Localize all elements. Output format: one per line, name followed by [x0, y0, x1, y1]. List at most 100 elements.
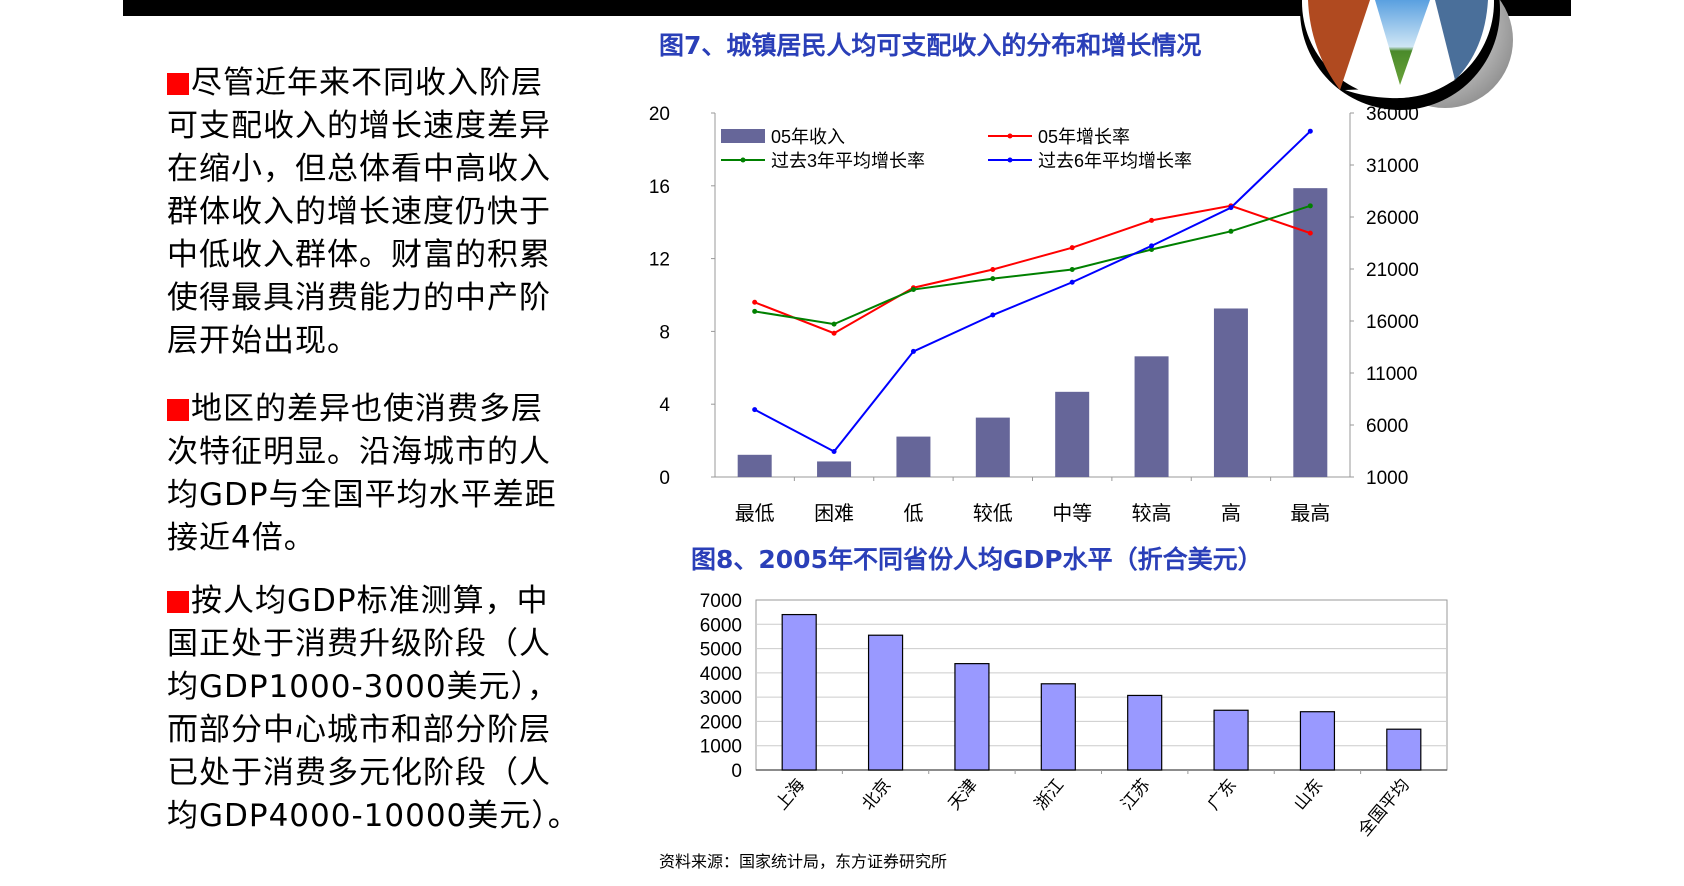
paragraph-line-text: 群体收入的增长速度仍快于: [167, 194, 551, 230]
series-point: [1069, 279, 1075, 285]
province-gdp-chart: 0 1000 2000 3000 4000 5000 6000 7000 上海 北京 天津 浙江 江苏 广…: [700, 591, 1448, 840]
paragraph-line-text: 均GDP1000-3000美元），: [167, 669, 560, 705]
x-category-label: 上海: [772, 775, 808, 813]
y-tick-label: 2000: [700, 712, 742, 733]
series-line-0: [754, 204, 1311, 335]
left-tick-label: 0: [659, 468, 670, 489]
series-point: [1307, 128, 1313, 134]
paragraph-line-text: 接近4倍。: [167, 520, 316, 556]
y-tick-label: 5000: [700, 640, 742, 661]
y-tick-label: 6000: [700, 615, 742, 636]
series-point: [1307, 203, 1313, 209]
income-bar: [817, 461, 852, 477]
x-category-label: 高: [1221, 502, 1241, 525]
legend-swatch-income: [721, 129, 765, 143]
gdp-bar: [1213, 709, 1249, 771]
series-point: [1228, 205, 1234, 211]
y-tick-label: 4000: [700, 664, 742, 685]
right-tick-label: 31000: [1366, 156, 1419, 177]
paragraph-line-text: 国正处于消费升级阶段（人: [167, 626, 551, 662]
paragraph-line-text: 可支配收入的增长速度差异: [167, 108, 551, 144]
x-category-label: 浙江: [1031, 775, 1067, 813]
paragraph-line-text: 次特征明显。沿海城市的人: [167, 434, 551, 470]
series-point: [831, 449, 837, 455]
left-tick-label: 8: [659, 322, 670, 343]
gdp-bar: [1299, 711, 1336, 771]
paragraph-regional-difference: 地区的差异也使消费多层次特征明显。沿海城市的人 均GDP与全国平均水平差距 接近4倍…: [167, 388, 557, 560]
income-bar: [1213, 308, 1248, 477]
x-category-label: 较低: [973, 502, 1013, 525]
series-point: [1069, 245, 1075, 251]
income-bar: [737, 454, 772, 477]
left-tick-label: 12: [649, 250, 670, 271]
paragraph-line-text: 均GDP4000-10000美元）。: [167, 798, 580, 834]
paragraph-gdp-stage: 按人均GDP标准测算，中 国正处于消费升级阶段（人 均GDP1000-3000美元）…: [167, 580, 580, 838]
x-category-label: 低: [903, 502, 923, 525]
legend-marker: [1007, 157, 1013, 163]
paragraph-line: 接近4倍。: [167, 517, 557, 560]
right-tick-label: 1000: [1366, 468, 1408, 489]
source-note: 资料来源：国家统计局，东方证券研究所: [659, 852, 948, 871]
paragraph-line-text: 已处于消费多元化阶段（人: [167, 755, 551, 791]
gdp-bar: [1127, 694, 1163, 771]
y-tick-label: 0: [731, 761, 742, 782]
income-bar: [1055, 391, 1090, 477]
series-point: [990, 267, 996, 273]
y-tick-label: 3000: [700, 688, 742, 709]
series-point: [1149, 247, 1155, 252]
paragraph-line-text: 尽管近年来不同收入阶层: [191, 65, 543, 101]
paragraph-line-text: 在缩小，但总体看中高收入: [167, 151, 551, 187]
x-category-label: 广东: [1204, 775, 1240, 813]
paragraph-income-growth: 尽管近年来不同收入阶层可支配收入的增长速度差异 在缩小，但总体看中高收入 群体收入的…: [167, 62, 551, 363]
x-category-label: 最高: [1290, 502, 1330, 525]
paragraph-line: 国正处于消费升级阶段（人: [167, 623, 580, 666]
paragraph-line-text: 均GDP与全国平均水平差距: [167, 477, 557, 513]
series-point: [990, 312, 996, 318]
x-category-label: 江苏: [1117, 775, 1153, 813]
left-tick-label: 4: [659, 395, 670, 416]
income-bar: [1293, 188, 1328, 477]
gdp-bar: [1386, 728, 1422, 771]
series-point: [831, 330, 837, 336]
right-tick-label: 16000: [1366, 312, 1419, 333]
paragraph-line: 已处于消费多元化阶段（人: [167, 752, 580, 795]
series-point: [990, 276, 996, 282]
series-line-1: [754, 204, 1311, 326]
right-tick-label: 26000: [1366, 208, 1419, 229]
gdp-bar: [781, 613, 817, 771]
paragraph-line: 按人均GDP标准测算，中: [167, 580, 580, 623]
paragraph-line: 群体收入的增长速度仍快于: [167, 191, 551, 234]
paragraph-line-text: 中低收入群体。财富的积累: [167, 237, 551, 273]
paragraph-line-text: 层开始出现。: [167, 323, 359, 359]
series-point: [1069, 267, 1075, 273]
x-category-label: 较高: [1132, 502, 1172, 525]
red-square-bullet-icon: [167, 399, 189, 421]
legend-marker: [1007, 133, 1013, 139]
left-tick-label: 20: [649, 104, 670, 125]
paragraph-line: 均GDP1000-3000美元），: [167, 666, 580, 709]
gdp-bar: [867, 634, 904, 771]
paragraph-line: 而部分中心城市和部分阶层: [167, 709, 580, 752]
x-category-label: 困难: [814, 502, 854, 525]
x-category-label: 山东: [1290, 775, 1326, 813]
paragraph-line-text: 地区的差异也使消费多层: [191, 391, 543, 427]
figure8-title: 图8、2005年不同省份人均GDP水平（折合美元）: [691, 545, 1263, 574]
left-tick-label: 16: [649, 177, 670, 198]
series-point: [1307, 230, 1313, 236]
series-point: [752, 299, 758, 305]
income-bar: [1134, 356, 1169, 477]
plot-area: [755, 599, 1448, 771]
right-tick-label: 11000: [1366, 364, 1417, 385]
right-tick-label: 21000: [1366, 260, 1419, 281]
income-bar: [896, 436, 931, 477]
legend-label: 过去6年平均增长率: [1038, 151, 1192, 171]
series-line-2: [754, 130, 1312, 453]
legend-label: 过去3年平均增长率: [771, 151, 925, 171]
series-point: [1149, 243, 1155, 249]
series-point: [831, 321, 837, 327]
paragraph-line: 尽管近年来不同收入阶层: [167, 62, 551, 105]
header-bar: [123, 0, 1571, 16]
x-category-label: 北京: [858, 775, 894, 813]
gdp-bar: [954, 663, 990, 771]
gdp-bar: [1040, 683, 1076, 771]
